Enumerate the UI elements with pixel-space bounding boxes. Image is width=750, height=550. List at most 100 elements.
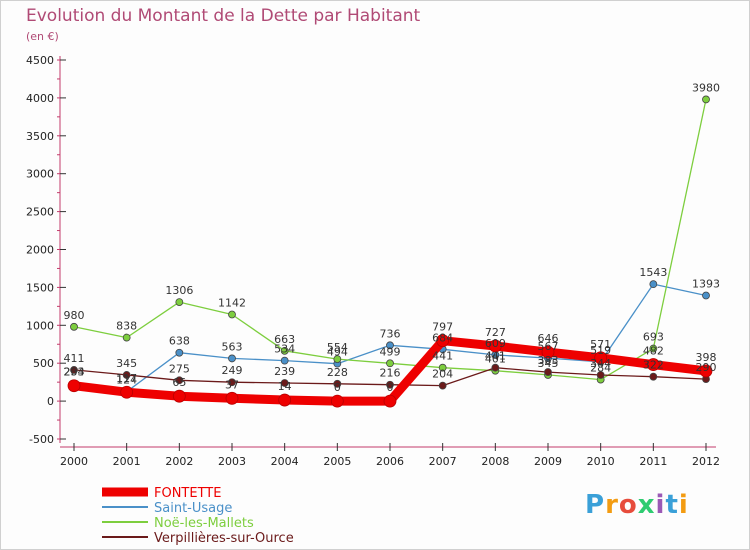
data-label: 345 (538, 357, 559, 370)
data-label: 284 (590, 362, 611, 375)
data-point (544, 368, 552, 376)
data-label: 398 (696, 351, 717, 364)
data-point (175, 376, 184, 385)
data-label: 344 (590, 357, 611, 370)
logo-letter: r (605, 490, 619, 520)
data-point (541, 345, 555, 359)
data-point (491, 363, 500, 372)
data-point (438, 381, 447, 390)
data-point (333, 379, 342, 388)
legend-label: Saint-Usage (154, 501, 232, 516)
x-tick-label: 2010 (587, 455, 615, 468)
logo-letter: P (585, 490, 606, 520)
data-point (386, 341, 394, 350)
data-label: 322 (643, 359, 664, 372)
data-point (596, 371, 605, 379)
data-point (594, 351, 608, 365)
data-point (280, 346, 289, 355)
x-tick-label: 2009 (534, 455, 562, 468)
y-tick-label: 0 (47, 395, 54, 408)
x-tick-label: 2005 (323, 455, 351, 468)
data-point (333, 355, 342, 364)
data-label: 383 (538, 354, 559, 367)
data-label: 203 (64, 366, 85, 379)
legend-label: Noë-les-Mallets (154, 516, 254, 531)
data-point (702, 291, 710, 300)
data-label: 249 (222, 364, 243, 377)
data-label: 838 (116, 320, 137, 333)
y-tick-label: 4500 (26, 54, 54, 67)
data-labels: 234 124 638 563 534 494 736 684 609 567 519 1543 139… (64, 81, 721, 394)
data-label: 3980 (692, 81, 720, 94)
data-label: 290 (696, 361, 717, 374)
data-label: 797 (432, 321, 453, 334)
data-label: 117 (116, 372, 137, 385)
logo-letter: o (618, 490, 638, 520)
data-label: 567 (538, 340, 559, 353)
x-tick-label: 2000 (60, 455, 88, 468)
data-label: 65 (172, 376, 186, 389)
data-label: 554 (327, 341, 348, 354)
legend-label: Verpillières-sur-Ource (154, 531, 294, 546)
data-point (436, 334, 450, 348)
data-label: 14 (278, 380, 292, 393)
x-tick-label: 2008 (481, 455, 509, 468)
x-tick-label: 2011 (639, 455, 667, 468)
y-tick-label: 4000 (26, 92, 54, 105)
data-point (386, 380, 394, 389)
data-label: 37 (225, 378, 239, 391)
y-tick-label: 2500 (26, 206, 54, 219)
data-point (383, 394, 397, 408)
data-label: 646 (538, 332, 559, 345)
data-label: 1142 (218, 297, 246, 310)
data-point (386, 359, 394, 368)
data-label: 727 (485, 326, 506, 339)
y-tick-label: 2000 (26, 244, 54, 257)
data-label: 401 (485, 353, 506, 366)
data-label: 0 (334, 381, 341, 394)
data-label: 1306 (165, 284, 193, 297)
data-point (280, 356, 289, 365)
x-tick-label: 2012 (692, 455, 720, 468)
data-label: 1393 (692, 278, 720, 291)
chart-subtitle: (en €) (26, 30, 59, 43)
data-point (702, 95, 710, 104)
axes: -500 0 500 1000 1500 2000 2500 3000 3500 4000 4500… (26, 54, 720, 468)
series-lines (67, 95, 713, 408)
logo-letter: x (637, 490, 656, 520)
data-label: 239 (274, 365, 295, 378)
data-point (172, 389, 186, 403)
data-label: 736 (380, 327, 401, 340)
y-tick-label: 1000 (26, 319, 54, 332)
data-label: 234 (64, 365, 85, 378)
data-label: 684 (432, 331, 453, 344)
data-point (228, 378, 236, 387)
logo-letter: t (665, 490, 679, 520)
data-label: 609 (485, 337, 506, 350)
data-label: 441 (432, 350, 453, 363)
data-point (175, 298, 184, 307)
legend-label: FONTETTE (154, 486, 221, 501)
data-label: 441 (485, 350, 506, 363)
data-point (330, 394, 344, 408)
data-label: 494 (327, 346, 348, 359)
y-tick-label: 3000 (26, 168, 54, 181)
y-tick-label: 500 (33, 357, 54, 370)
data-label: 216 (380, 367, 401, 380)
data-label: 980 (64, 309, 85, 322)
data-point (122, 371, 131, 379)
data-label: 563 (222, 340, 243, 353)
y-tick-label: 1500 (26, 281, 54, 294)
data-point (280, 379, 289, 387)
data-label: 275 (169, 362, 190, 375)
data-point (70, 322, 78, 331)
data-label: 499 (380, 345, 401, 358)
data-point (649, 344, 658, 353)
data-point (122, 333, 131, 342)
data-label: 519 (590, 344, 611, 357)
data-point (175, 348, 184, 357)
x-tick-label: 2007 (429, 455, 457, 468)
y-tick-label: -500 (29, 433, 54, 446)
proxiti-logo: Proxiti (585, 490, 689, 520)
